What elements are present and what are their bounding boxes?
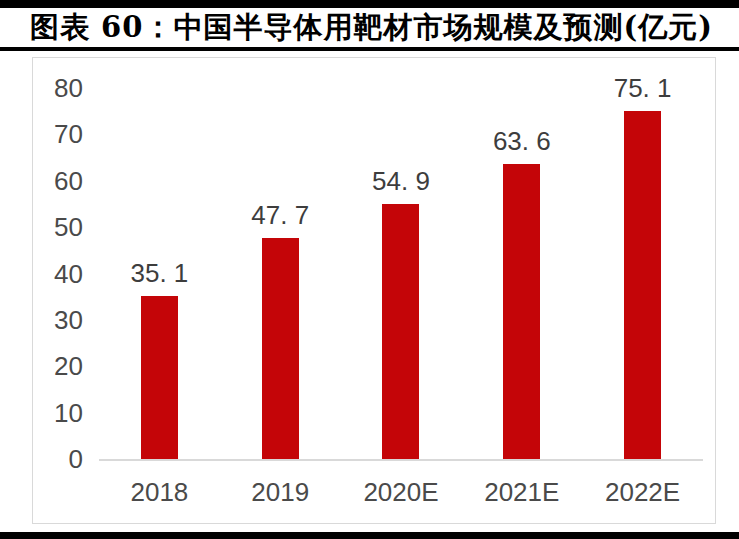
bar-2018 <box>141 296 178 459</box>
y-axis-tick-label: 20 <box>54 353 83 379</box>
y-axis-tick-label: 60 <box>54 168 83 194</box>
y-axis-tick-label: 30 <box>54 307 83 333</box>
y-axis-tick-label: 40 <box>54 261 83 287</box>
bar-2020E <box>382 204 419 459</box>
x-axis-label-2018: 2018 <box>99 477 220 507</box>
y-axis-tick-label: 10 <box>54 400 83 426</box>
figure-title: 图表 60：中国半导体用靶材市场规模及预测(亿元) <box>30 8 730 47</box>
y-axis-tick-label: 70 <box>54 121 83 147</box>
x-axis-label-2022E: 2022E <box>582 477 703 507</box>
bars-container: 35. 1 47. 754. 9 63. 675. 1 <box>99 88 703 459</box>
bar-slot-2020E: 54. 9 <box>341 88 462 459</box>
bar-slot-2019: 47. 7 <box>220 88 341 459</box>
y-axis-tick-label: 50 <box>54 214 83 240</box>
chart-frame: 35. 147. 754. 963. 675. 1 80706050403020… <box>32 57 716 524</box>
bar-value-label: 75. 1 <box>582 75 703 101</box>
bottom-rule <box>0 532 739 539</box>
bar-2022E <box>624 111 661 459</box>
x-axis-label-2021E: 2021E <box>461 477 582 507</box>
bar-slot-2021E: 63. 6 <box>461 88 582 459</box>
y-axis-tick-label: 0 <box>69 446 83 472</box>
x-axis-label-2020E: 2020E <box>341 477 462 507</box>
bar-value-label: 63. 6 <box>461 128 582 154</box>
bar-slot-2022E: 75. 1 <box>582 88 703 459</box>
title-divider-rule <box>0 47 739 51</box>
bar-value-label: 47. 7 <box>220 202 341 228</box>
bar-value-label: 35. 1 <box>99 260 220 286</box>
x-axis-labels: 201820192020E2021E2022E <box>99 477 703 507</box>
bar-2021E <box>503 164 540 459</box>
x-axis-label-2019: 2019 <box>220 477 341 507</box>
bar-value-label: 54. 9 <box>341 168 462 194</box>
bar-slot-2018: 35. 1 <box>99 88 220 459</box>
y-axis-tick-label: 80 <box>54 75 83 101</box>
plot-area: 35. 147. 754. 963. 675. 1 80706050403020… <box>99 88 703 461</box>
bar-2019 <box>262 238 299 459</box>
